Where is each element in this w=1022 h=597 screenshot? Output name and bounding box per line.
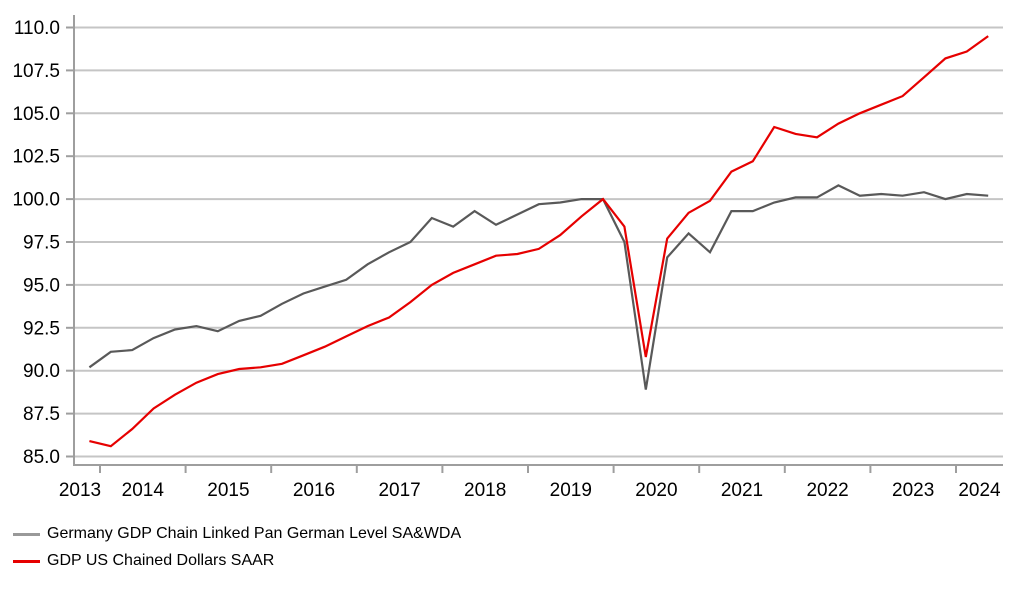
y-axis-label: 100.0 <box>12 190 60 211</box>
us-series-swatch <box>13 560 40 563</box>
y-axis-label: 90.0 <box>23 361 60 382</box>
x-axis-label: 2024 <box>958 480 1001 501</box>
x-axis-label: 2018 <box>464 480 506 501</box>
y-axis-label: 95.0 <box>23 275 60 296</box>
axes <box>66 15 1003 473</box>
germany-series-swatch <box>13 533 40 536</box>
y-axis-label: 92.5 <box>23 318 60 339</box>
y-axis-label: 110.0 <box>14 18 60 39</box>
y-axis-label: 107.5 <box>12 61 60 82</box>
gridlines <box>74 26 1003 458</box>
x-axis-label: 2020 <box>635 480 677 501</box>
y-axis-labels: 110.0 107.5 105.0 102.5 100.0 97.5 95.0 92.5 90.… <box>12 18 60 468</box>
germany-series-label: Germany GDP Chain Linked Pan German Leve… <box>47 524 462 542</box>
us-series-label: GDP US Chained Dollars SAAR <box>47 551 275 569</box>
y-axis-label: 85.0 <box>23 447 60 468</box>
x-axis-label: 2023 <box>892 480 934 501</box>
legend-item-us: GDP US Chained Dollars SAAR <box>13 548 461 575</box>
x-axis-labels: 2013 2014 2015 2016 2017 2018 2019 2020 2021 2022… <box>59 480 1001 501</box>
y-axis-label: 97.5 <box>23 233 60 254</box>
x-axis-label: 2017 <box>378 480 420 501</box>
germany-gdp-line <box>88 184 989 390</box>
x-axis-label: 2022 <box>806 480 848 501</box>
x-axis-label: 2014 <box>122 480 165 501</box>
x-axis-label: 2015 <box>207 480 249 501</box>
y-axis-label: 105.0 <box>12 104 60 125</box>
x-axis-label: 2016 <box>293 480 335 501</box>
y-axis-label: 87.5 <box>23 404 60 425</box>
y-axis-label: 102.5 <box>12 147 60 168</box>
legend-item-germany: Germany GDP Chain Linked Pan German Leve… <box>13 521 461 548</box>
x-axis-label: 2013 <box>59 480 101 501</box>
us-gdp-line <box>89 35 989 448</box>
x-axis-label: 2019 <box>550 480 592 501</box>
x-axis-label: 2021 <box>721 480 763 501</box>
chart-legend: Germany GDP Chain Linked Pan German Leve… <box>13 521 461 575</box>
